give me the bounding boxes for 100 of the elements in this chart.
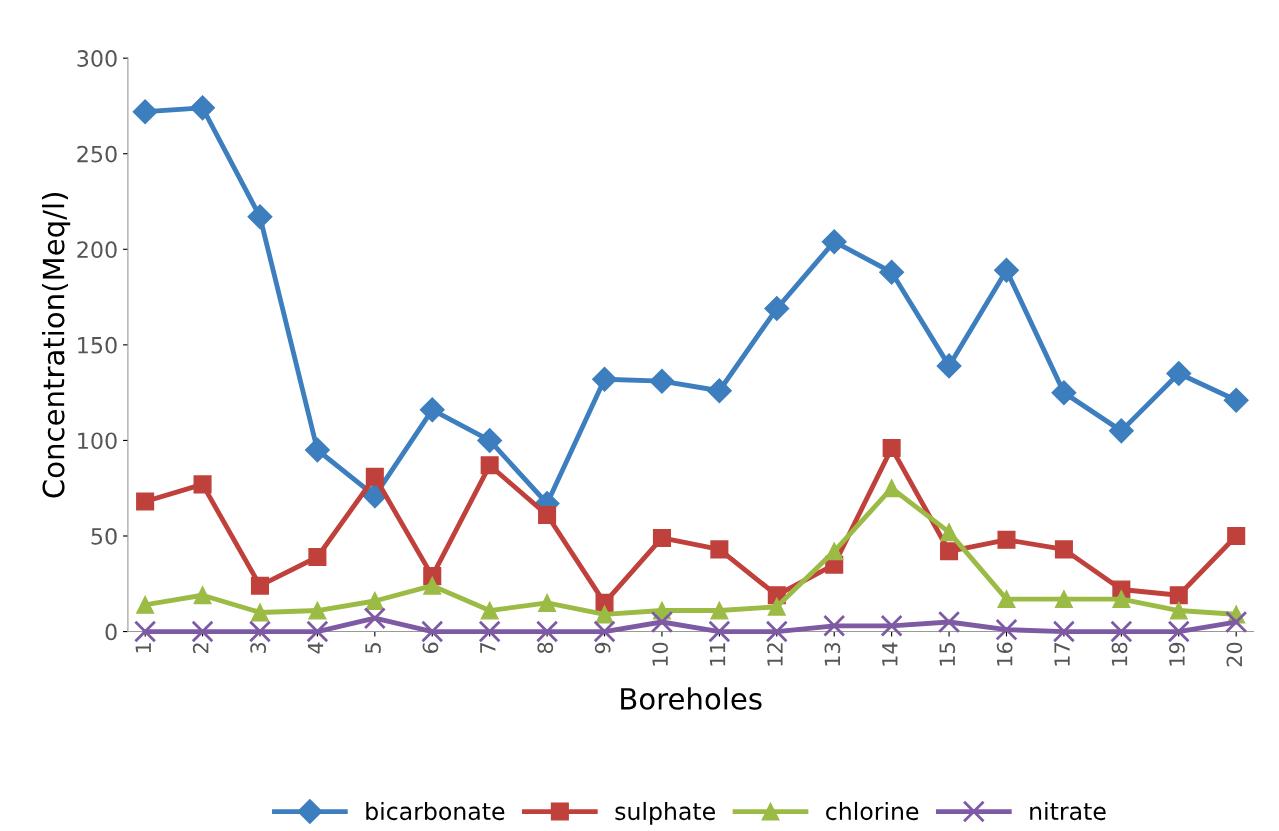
point xyxy=(308,601,327,620)
point xyxy=(1108,418,1134,444)
point xyxy=(535,620,559,643)
point xyxy=(1052,620,1076,643)
x-tick-label: 4 xyxy=(307,642,324,654)
point xyxy=(308,547,327,567)
x-tick-label: 17 xyxy=(1054,643,1070,666)
point xyxy=(1112,590,1131,609)
point xyxy=(365,467,384,486)
legend-label: nitrate xyxy=(1030,801,1106,821)
legend-label: bicarbonate xyxy=(366,801,505,821)
point xyxy=(1166,361,1192,387)
point xyxy=(710,540,729,559)
point xyxy=(825,542,844,561)
point xyxy=(937,610,961,634)
x-tick-label: 16 xyxy=(996,642,1013,666)
x-tick-label: 14 xyxy=(882,642,898,666)
x-tick-label: 11 xyxy=(709,643,726,666)
x-tick-label: 6 xyxy=(422,642,439,654)
y-axis-title: Concentration(Meq/l) xyxy=(41,193,71,498)
point xyxy=(134,620,157,643)
point xyxy=(190,95,216,121)
point xyxy=(710,601,729,620)
x-tick-label: 19 xyxy=(1169,642,1185,666)
point xyxy=(363,607,386,630)
point xyxy=(1167,620,1190,643)
point xyxy=(365,591,384,611)
point xyxy=(821,229,847,255)
x-tick-label: 10 xyxy=(652,642,668,666)
point xyxy=(649,368,675,394)
point xyxy=(708,620,731,643)
x-tick-label: 2 xyxy=(192,643,209,654)
y-tick-label: 150 xyxy=(78,336,117,354)
point xyxy=(1223,387,1249,413)
point xyxy=(997,590,1016,609)
point xyxy=(595,605,614,624)
point xyxy=(880,614,903,637)
point xyxy=(191,620,214,643)
point xyxy=(477,427,503,453)
y-tick-label: 0 xyxy=(105,623,117,641)
point xyxy=(1054,590,1073,609)
legend-label: chlorine xyxy=(826,801,919,821)
point xyxy=(419,397,445,423)
y-tick-label: 100 xyxy=(78,432,117,450)
legend-label: sulphate xyxy=(615,801,715,825)
point xyxy=(592,366,618,392)
point xyxy=(306,620,329,643)
point xyxy=(995,618,1018,641)
x-tick-label: 20 xyxy=(1226,642,1243,667)
point xyxy=(940,523,959,542)
point xyxy=(994,257,1019,283)
point xyxy=(1225,610,1248,634)
point xyxy=(593,620,616,643)
point xyxy=(250,603,270,622)
point xyxy=(652,528,671,547)
x-tick-label: 18 xyxy=(1111,642,1128,666)
point xyxy=(940,542,959,561)
point xyxy=(250,576,270,595)
point xyxy=(706,378,732,404)
point xyxy=(193,586,212,605)
x-tick-label: 8 xyxy=(537,642,554,654)
point xyxy=(304,437,330,463)
point xyxy=(248,620,272,643)
point xyxy=(595,593,614,612)
y-tick-label: 300 xyxy=(77,50,117,67)
point xyxy=(247,204,273,230)
point xyxy=(1051,380,1077,406)
point xyxy=(480,456,499,475)
x-tick-label: 12 xyxy=(767,643,783,666)
point xyxy=(997,530,1016,549)
x-tick-label: 1 xyxy=(135,643,151,653)
point xyxy=(478,620,501,643)
point xyxy=(767,597,786,616)
point xyxy=(423,576,442,595)
x-tick-label: 7 xyxy=(480,643,496,653)
x-tick-label: 3 xyxy=(250,642,267,653)
point xyxy=(421,620,444,643)
point xyxy=(193,475,212,494)
y-tick-label: 250 xyxy=(77,145,117,163)
point xyxy=(1169,586,1188,605)
x-tick-label: 9 xyxy=(594,642,611,654)
point xyxy=(1110,620,1133,643)
y-tick-label: 200 xyxy=(77,241,117,259)
point xyxy=(765,620,788,643)
point xyxy=(480,601,499,620)
point xyxy=(823,614,846,637)
x-axis-title: Boreholes xyxy=(621,687,762,710)
point xyxy=(538,593,557,612)
point xyxy=(132,99,158,125)
point xyxy=(764,296,790,322)
point xyxy=(1227,526,1246,546)
point xyxy=(879,259,905,285)
x-tick-label: 13 xyxy=(824,642,841,666)
point xyxy=(650,610,674,634)
y-tick-label: 50 xyxy=(91,527,117,545)
point xyxy=(136,492,155,511)
point xyxy=(538,505,557,524)
x-tick-label: 5 xyxy=(365,643,381,653)
point xyxy=(936,353,962,379)
point xyxy=(882,479,901,498)
